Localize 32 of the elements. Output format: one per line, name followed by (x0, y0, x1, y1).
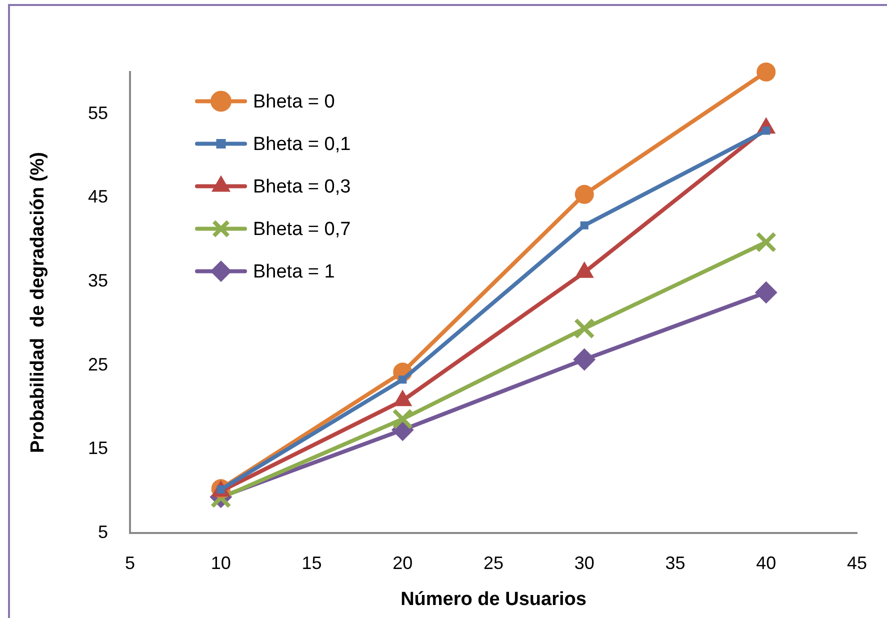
y-tick-label: 25 (88, 354, 108, 374)
legend-label: Bheta = 0,1 (253, 134, 351, 155)
point (580, 221, 588, 230)
point (574, 318, 595, 339)
legend-label: Bheta = 0 (253, 91, 335, 112)
x-tick-label: 15 (302, 552, 322, 573)
x-tick-label: 40 (756, 552, 776, 573)
x-axis-title: Número de Usuarios (400, 588, 586, 610)
y-tick-label: 35 (88, 270, 108, 291)
legend-label: Bheta = 0,3 (253, 176, 351, 198)
x-tick-label: 45 (846, 552, 868, 573)
point (755, 281, 778, 304)
y-tick-label: 55 (88, 102, 108, 123)
x-tick-label: 20 (392, 552, 413, 573)
y-tick-label: 15 (88, 438, 108, 458)
x-tick-label: 30 (574, 552, 594, 573)
point (573, 348, 596, 370)
point (574, 184, 594, 204)
legend-label: Bheta = 1 (253, 261, 335, 282)
point (762, 126, 770, 135)
point (756, 62, 776, 82)
y-tick-label: 45 (88, 186, 108, 207)
point (756, 232, 777, 253)
x-tick-label: 25 (483, 552, 504, 573)
point (392, 408, 414, 430)
x-tick-label: 35 (665, 552, 686, 573)
x-tick-label: 5 (124, 552, 136, 573)
y-axis-title: Probabilidad de degradación (%) (28, 152, 49, 453)
y-tick-label: 5 (98, 522, 108, 542)
legend-label: Bheta = 0,7 (253, 218, 351, 240)
point (398, 376, 407, 384)
x-tick-label: 10 (210, 552, 231, 573)
